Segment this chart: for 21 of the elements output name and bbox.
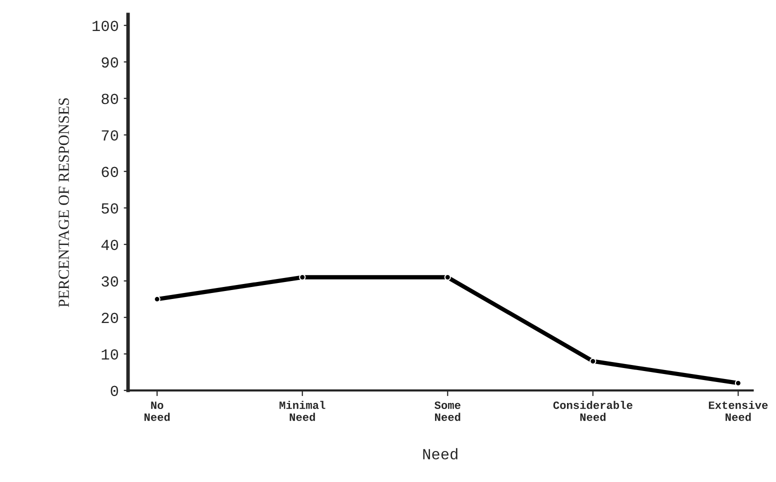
- y-tick-label: 60: [102, 166, 118, 178]
- x-tick-label: No Need: [144, 402, 170, 421]
- y-tick-label: 30: [102, 276, 118, 287]
- y-tick-label: 0: [110, 386, 118, 396]
- y-tick-label: 50: [102, 203, 118, 214]
- y-tick-label: 80: [102, 94, 118, 104]
- x-tick-label: Some Need: [434, 401, 460, 421]
- point: [154, 296, 160, 302]
- x-axis-title: Need: [423, 448, 458, 460]
- y-tick-label: 20: [102, 312, 118, 324]
- y-tick-label: 70: [102, 130, 118, 141]
- x-tick-label: Considerable Need: [553, 400, 632, 421]
- y-tick-label: 40: [101, 240, 118, 250]
- y-tick-label: 100: [92, 20, 118, 32]
- x-tick-label: Minimal Need: [280, 400, 326, 421]
- x-tick-label: Extensive Need: [708, 400, 768, 421]
- point: [590, 358, 596, 365]
- y-axis-title: PERCENTAGE OF RESPONSES: [58, 98, 69, 308]
- y-tick-label: 90: [102, 57, 118, 68]
- point: [734, 380, 742, 386]
- y-tick-label: 10: [102, 349, 118, 360]
